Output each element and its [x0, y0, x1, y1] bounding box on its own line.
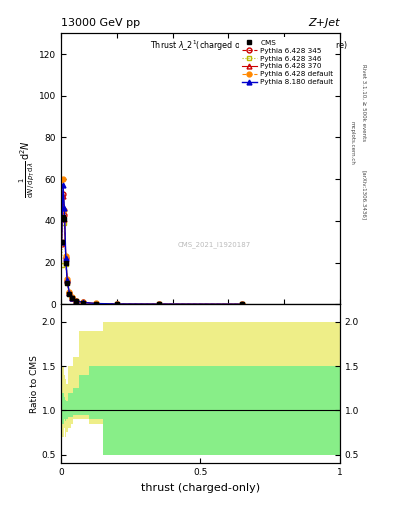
Pythia 6.428 346	[67, 291, 72, 297]
Pythia 6.428 345	[74, 298, 79, 304]
Pythia 6.428 345	[94, 301, 98, 307]
Pythia 6.428 346	[70, 295, 74, 301]
Pythia 6.428 370	[94, 301, 98, 307]
Pythia 8.180 default	[65, 277, 70, 283]
Pythia 8.180 default	[114, 301, 119, 307]
Pythia 8.180 default	[63, 255, 68, 262]
Pythia 8.180 default	[81, 300, 86, 306]
Pythia 6.428 346	[63, 261, 68, 267]
Pythia 6.428 345	[70, 294, 74, 301]
Pythia 8.180 default	[156, 301, 161, 307]
Text: [arXiv:1306.3436]: [arXiv:1306.3436]	[361, 169, 366, 220]
Text: Rivet 3.1.10, ≥ 500k events: Rivet 3.1.10, ≥ 500k events	[361, 64, 366, 141]
Pythia 6.428 default	[67, 289, 72, 295]
Line: Pythia 6.428 370: Pythia 6.428 370	[59, 194, 245, 307]
CMS	[70, 295, 74, 301]
Pythia 8.180 default	[62, 205, 67, 211]
Pythia 6.428 370	[61, 193, 65, 199]
Pythia 6.428 370	[65, 278, 70, 284]
Pythia 6.428 default	[63, 253, 68, 260]
Line: Pythia 6.428 default: Pythia 6.428 default	[59, 177, 245, 307]
Pythia 6.428 345	[59, 241, 64, 247]
Pythia 6.428 370	[114, 301, 119, 307]
Legend: CMS, Pythia 6.428 345, Pythia 6.428 346, Pythia 6.428 370, Pythia 6.428 default,: CMS, Pythia 6.428 345, Pythia 6.428 346,…	[239, 37, 336, 88]
Pythia 6.428 345	[61, 190, 65, 197]
Pythia 6.428 default	[61, 176, 65, 182]
Pythia 6.428 345	[156, 301, 161, 307]
Pythia 8.180 default	[67, 290, 72, 296]
CMS	[62, 216, 67, 222]
Pythia 6.428 346	[94, 301, 98, 307]
Line: Pythia 6.428 346: Pythia 6.428 346	[59, 214, 245, 307]
Line: CMS: CMS	[59, 214, 245, 307]
Text: mcplots.cern.ch: mcplots.cern.ch	[349, 121, 354, 165]
Text: CMS_2021_I1920187: CMS_2021_I1920187	[178, 241, 251, 248]
Text: Z+Jet: Z+Jet	[309, 18, 340, 28]
Pythia 6.428 default	[62, 207, 67, 214]
CMS	[67, 291, 72, 297]
Pythia 6.428 346	[114, 301, 119, 307]
Pythia 8.180 default	[61, 182, 65, 188]
Pythia 6.428 345	[81, 300, 86, 306]
Pythia 6.428 default	[74, 297, 79, 304]
Pythia 6.428 345	[63, 255, 68, 262]
Pythia 8.180 default	[59, 239, 64, 245]
Pythia 6.428 370	[81, 300, 86, 306]
Pythia 6.428 default	[114, 301, 119, 307]
CMS	[81, 300, 86, 306]
Line: Pythia 6.428 345: Pythia 6.428 345	[59, 191, 245, 307]
CMS	[94, 301, 98, 307]
Pythia 8.180 default	[240, 301, 244, 307]
Pythia 8.180 default	[94, 301, 98, 307]
Pythia 6.428 default	[94, 301, 98, 307]
Pythia 6.428 370	[62, 216, 67, 222]
Pythia 6.428 346	[65, 280, 70, 286]
Pythia 6.428 370	[240, 301, 244, 307]
Pythia 6.428 370	[67, 290, 72, 296]
Pythia 6.428 345	[67, 290, 72, 296]
Pythia 6.428 default	[59, 239, 64, 245]
Pythia 6.428 default	[81, 299, 86, 305]
CMS	[114, 301, 119, 307]
Pythia 6.428 370	[156, 301, 161, 307]
Y-axis label: Ratio to CMS: Ratio to CMS	[30, 355, 39, 413]
CMS	[59, 239, 64, 245]
Text: Thrust $\lambda$_2$^1$(charged only) (CMS jet substructure): Thrust $\lambda$_2$^1$(charged only) (CM…	[150, 39, 349, 53]
Pythia 8.180 default	[74, 298, 79, 304]
Pythia 6.428 default	[156, 301, 161, 307]
Pythia 6.428 370	[70, 295, 74, 301]
Pythia 6.428 370	[74, 298, 79, 304]
Pythia 6.428 345	[65, 278, 70, 284]
Pythia 6.428 default	[70, 294, 74, 300]
Pythia 6.428 default	[240, 301, 244, 307]
CMS	[65, 280, 70, 286]
Pythia 6.428 346	[61, 214, 65, 220]
Pythia 6.428 345	[240, 301, 244, 307]
Pythia 6.428 370	[59, 239, 64, 245]
Pythia 6.428 346	[59, 262, 64, 268]
Pythia 6.428 346	[74, 298, 79, 304]
Pythia 6.428 345	[62, 211, 67, 218]
CMS	[63, 260, 68, 266]
Y-axis label: $\frac{1}{\mathrm{d}N\,/\,\mathrm{d}p_T\,\mathrm{d}\lambda}\,\mathrm{d}^2N$: $\frac{1}{\mathrm{d}N\,/\,\mathrm{d}p_T\…	[18, 140, 37, 198]
Text: 13000 GeV pp: 13000 GeV pp	[61, 18, 140, 28]
Pythia 6.428 346	[240, 301, 244, 307]
X-axis label: thrust (charged-only): thrust (charged-only)	[141, 483, 260, 493]
Pythia 6.428 346	[81, 300, 86, 306]
CMS	[61, 214, 65, 220]
Pythia 6.428 345	[114, 301, 119, 307]
Line: Pythia 8.180 default: Pythia 8.180 default	[59, 183, 245, 307]
Pythia 6.428 default	[65, 276, 70, 282]
Pythia 6.428 346	[62, 220, 67, 226]
CMS	[240, 301, 244, 307]
Pythia 6.428 370	[63, 257, 68, 263]
CMS	[74, 298, 79, 304]
CMS	[156, 301, 161, 307]
Pythia 6.428 346	[156, 301, 161, 307]
Pythia 8.180 default	[70, 294, 74, 301]
